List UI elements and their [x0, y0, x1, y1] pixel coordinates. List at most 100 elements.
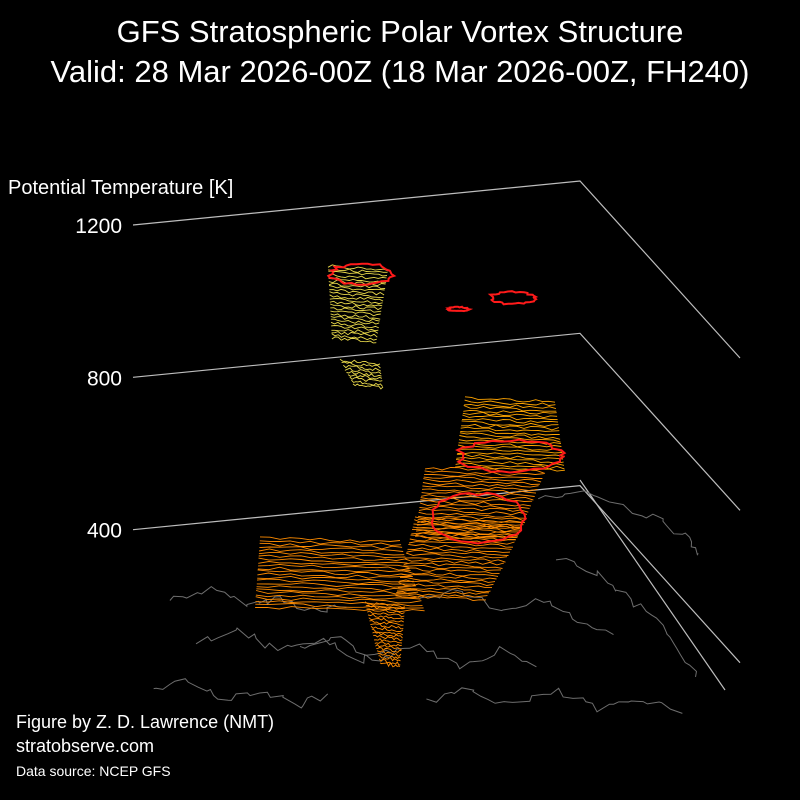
upper-vortex-column-slice-18	[330, 318, 380, 325]
chart-subtitle: Valid: 28 Mar 2026-00Z (18 Mar 2026-00Z,…	[51, 54, 750, 89]
vortex-lower-right-lobe-slice-15	[403, 562, 503, 569]
vortex-middle-column-slice-19	[416, 524, 521, 529]
vortex-lower-left-lobe-slice-10	[257, 566, 411, 573]
vortex-tail	[364, 601, 406, 668]
coastline-0	[169, 585, 347, 613]
vortex-middle-column-slice-2	[424, 474, 543, 479]
vortex-main-column-slice-2	[464, 403, 557, 410]
z-gridline-1200	[132, 180, 741, 359]
upper-vortex-column-slice-20	[331, 325, 379, 332]
vortex-middle-column-slice-6	[422, 485, 538, 492]
vortex-lower-right-lobe-slice-19	[400, 573, 497, 580]
vortex-main-column-slice-18	[457, 452, 563, 457]
vortex-lower-right-lobe-slice-3	[412, 526, 521, 533]
author-credit: Figure by Z. D. Lawrence (NMT)	[16, 712, 274, 732]
z-gridline-800	[132, 332, 741, 511]
vortex-lower-left-lobe-slice-2	[259, 542, 403, 550]
vortex-lower-right-lobe-slice-25	[396, 591, 488, 598]
vortex-lower-right-lobe-slice-12	[405, 552, 508, 559]
vortex-middle-column-slice-8	[421, 491, 535, 497]
edge-contour-lower	[430, 491, 528, 545]
base-edge	[579, 479, 726, 691]
vortex-lower-left-lobe-slice-14	[256, 578, 416, 585]
vortex-lower-left-lobe-slice-20	[255, 596, 422, 604]
vortex-main-column-slice-12	[459, 432, 561, 440]
upper-vortex-column-slice-13	[329, 303, 382, 311]
vortex-main-column-slice-4	[463, 409, 557, 415]
vortex-lower-right-lobe-slice-20	[399, 576, 496, 583]
vortex-main-column-slice-9	[461, 423, 560, 431]
vortex-lower-right-lobe-slice-9	[408, 543, 512, 550]
upper-vortex-column-slice-12	[329, 300, 383, 307]
vortex-tail-slice-17	[377, 652, 401, 660]
upper-vortex-column-slice-8	[329, 288, 385, 296]
vortex-tail-slice-8	[370, 625, 404, 632]
vortex-tail-slice-19	[378, 658, 401, 666]
edge-contour-upper	[326, 262, 397, 286]
chart-title: GFS Stratospheric Polar Vortex Structure	[117, 14, 684, 49]
upper-vortex-column-slice-22	[331, 331, 378, 338]
vortex-tail-slice-11	[373, 634, 403, 642]
vortex-lower-left-lobe-slice-16	[256, 585, 418, 591]
vortex-middle-column-slice-15	[418, 511, 526, 519]
vortex-lower-left-lobe-slice-4	[259, 548, 405, 556]
vortex-tail-slice-10	[372, 631, 403, 639]
vortex-lower-right-lobe-slice-14	[404, 558, 505, 566]
vortex-tail-slice-4	[367, 613, 405, 620]
vortex-middle-column-slice-4	[423, 478, 540, 485]
upper-vortex-fragment-slice-6	[349, 376, 383, 382]
vortex-tail-slice-6	[369, 620, 404, 626]
vortex-lower-left-lobe-slice-17	[256, 588, 419, 595]
vortex-main-column-slice-10	[460, 426, 560, 432]
vortex-middle-column-slice-5	[422, 482, 539, 488]
vortex-main-column-slice-3	[463, 405, 557, 412]
z-tick-label-1200: 1200	[75, 215, 122, 238]
upper-vortex-fragment-slice-0	[339, 358, 381, 366]
vortex-middle-column-slice-3	[423, 476, 542, 483]
vortex-tail-slice-13	[374, 641, 402, 647]
upper-vortex-column-slice-2	[328, 270, 388, 277]
coastline-map	[153, 490, 699, 714]
vortex-main-column-slice-21	[455, 459, 565, 467]
vortex-main-column-slice-13	[459, 435, 561, 443]
vortex-lower-left-lobe-slice-5	[258, 552, 406, 558]
upper-vortex-fragment-slice-8	[352, 383, 384, 390]
vortex-lower-left-lobe-slice-3	[259, 546, 404, 552]
upper-vortex-column-slice-3	[328, 273, 387, 280]
vortex-lower-left-lobe-slice-12	[257, 572, 413, 579]
upper-vortex-column-slice-19	[330, 321, 379, 329]
vortex-middle-column-slice-1	[424, 470, 544, 476]
vortex-main-column-slice-5	[462, 411, 558, 419]
upper-vortex-fragment-slice-7	[351, 379, 383, 387]
vortex-lower-left-lobe-slice-7	[258, 557, 408, 564]
upper-vortex-fragment-slice-5	[347, 374, 383, 380]
vortex-lower-right-lobe-slice-24	[396, 589, 490, 595]
vortex-lower-left-lobe-slice-11	[257, 569, 412, 577]
edge-contour-floating-a	[487, 290, 539, 306]
upper-vortex-fragment-slice-2	[342, 364, 382, 372]
upper-vortex-fragment-slice-4	[346, 370, 382, 377]
vortex-lower-left-lobe	[255, 536, 425, 613]
vortex-main-column-slice-17	[457, 448, 563, 454]
vortex-lower-right-lobe-slice-21	[399, 579, 494, 586]
z-tick-label-400: 400	[87, 520, 122, 543]
vortex-lower-right-lobe-slice-13	[405, 557, 506, 563]
upper-vortex-column-slice-23	[331, 333, 377, 341]
vortex-main-column	[455, 396, 565, 472]
upper-vortex-column-slice-10	[329, 294, 384, 302]
upper-vortex-column	[327, 264, 389, 344]
vortex-tail-slice-0	[364, 601, 406, 608]
z-plane-400	[132, 485, 741, 664]
vortex-lower-right-lobe-slice-4	[411, 528, 520, 535]
vortex-lower-right-lobe-slice-26	[395, 595, 487, 602]
upper-vortex-column-slice-6	[328, 282, 386, 290]
vortex-lower-left-lobe-slice-0	[259, 536, 401, 543]
coastline-1	[153, 678, 329, 709]
vortex-lower-left-lobe-slice-15	[256, 582, 417, 588]
vortex-tail-slice-1	[365, 604, 405, 610]
vortex-middle-column-slice-7	[421, 488, 537, 494]
data-source-credit: Data source: NCEP GFS	[16, 763, 171, 779]
vortex-middle-column-slice-21	[415, 529, 519, 537]
edge-contour-mid	[455, 438, 567, 474]
